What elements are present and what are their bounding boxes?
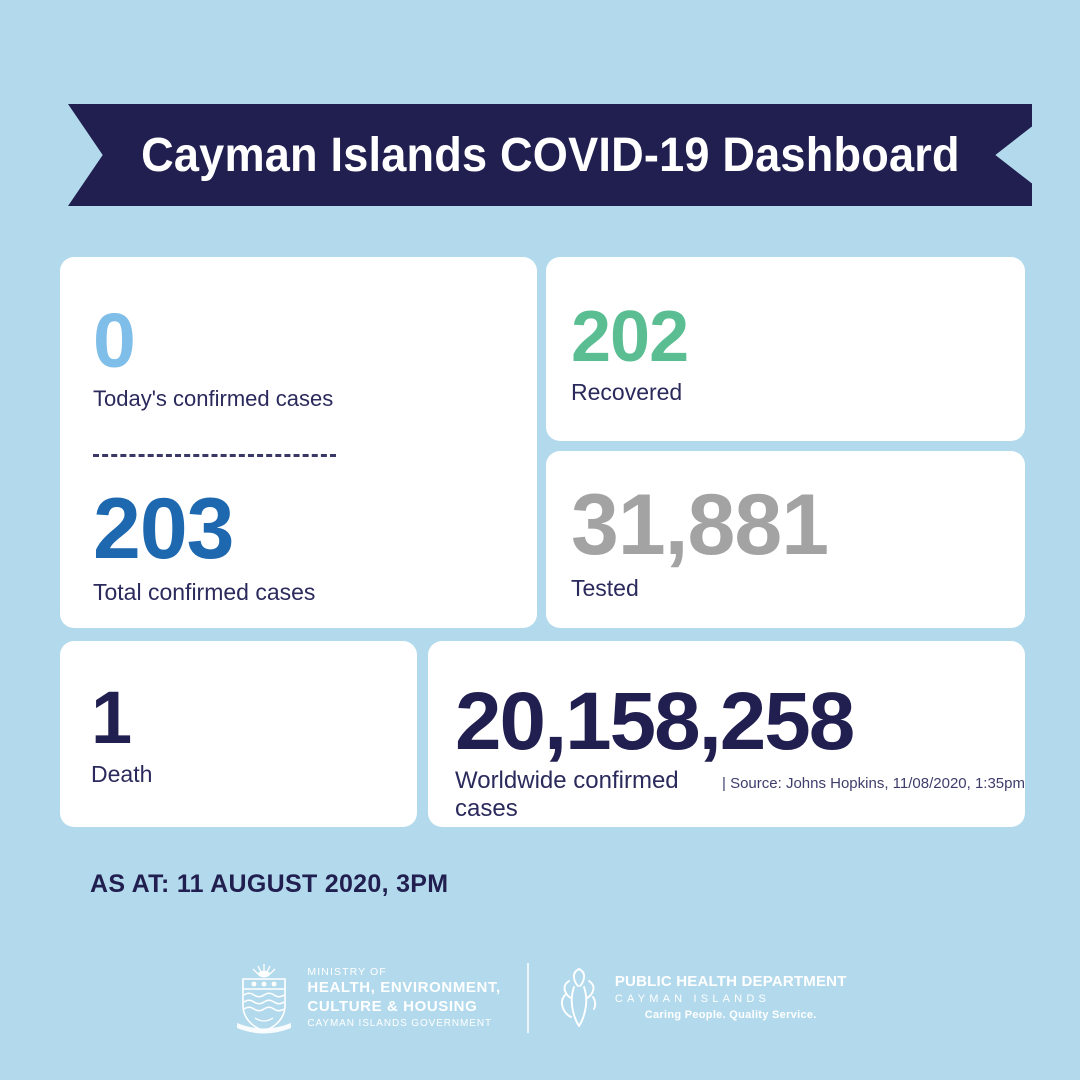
public-health-logo: PUBLIC HEALTH DEPARTMENT CAYMAN ISLANDS … bbox=[555, 965, 847, 1031]
todays-cases-label: Today's confirmed cases bbox=[93, 386, 334, 412]
deaths-card: 1 Death bbox=[60, 641, 417, 827]
worldwide-cases-card: 20,158,258 Worldwide confirmed cases | S… bbox=[428, 641, 1025, 827]
page-title: Cayman Islands COVID-19 Dashboard bbox=[140, 128, 960, 182]
total-cases-stat: 203 Total confirmed cases bbox=[93, 481, 316, 605]
deaths-label: Death bbox=[91, 761, 153, 788]
deaths-stat: 1 Death bbox=[91, 676, 153, 788]
recovered-card: 202 Recovered bbox=[546, 257, 1025, 441]
ministry-logo: MINISTRY OF HEALTH, ENVIRONMENT, CULTURE… bbox=[233, 961, 500, 1035]
tested-value: 31,881 bbox=[571, 477, 829, 573]
worldwide-cases-value: 20,158,258 bbox=[455, 676, 855, 767]
confirmed-cases-card: 0 Today's confirmed cases 203 Total conf… bbox=[60, 257, 537, 628]
total-cases-label: Total confirmed cases bbox=[93, 578, 316, 605]
tested-card: 31,881 Tested bbox=[546, 451, 1025, 628]
cayman-coat-of-arms-icon bbox=[237, 964, 292, 1034]
phd-line-3: Caring People. Quality Service. bbox=[644, 1008, 817, 1021]
worldwide-cases-label: Worldwide confirmed cases bbox=[455, 766, 679, 822]
tested-stat: 31,881 Tested bbox=[571, 477, 829, 601]
worldwide-stat: 20,158,258 Worldwide confirmed cases | S… bbox=[455, 681, 1025, 823]
header-banner-shape: Cayman Islands COVID-19 Dashboard bbox=[68, 104, 1032, 206]
header-banner: Cayman Islands COVID-19 Dashboard bbox=[68, 104, 1032, 206]
worldwide-label-row: Worldwide confirmed cases | Source: John… bbox=[455, 767, 1025, 823]
footer: MINISTRY OF HEALTH, ENVIRONMENT, CULTURE… bbox=[0, 948, 1080, 1048]
ministry-logo-text: MINISTRY OF HEALTH, ENVIRONMENT, CULTURE… bbox=[307, 965, 500, 1031]
footer-divider bbox=[526, 963, 529, 1033]
todays-cases-value: 0 bbox=[93, 298, 136, 384]
card-divider bbox=[93, 454, 336, 457]
phd-line-2: CAYMAN ISLANDS bbox=[614, 993, 771, 1006]
ministry-line-1: MINISTRY OF bbox=[307, 966, 387, 979]
ministry-line-3: CULTURE & HOUSING bbox=[307, 997, 478, 1015]
tested-label: Tested bbox=[571, 574, 639, 601]
recovered-label: Recovered bbox=[571, 379, 683, 406]
as-at-timestamp: AS AT: 11 AUGUST 2020, 3PM bbox=[90, 870, 449, 898]
total-cases-value: 203 bbox=[93, 481, 235, 577]
recovered-value: 202 bbox=[571, 297, 689, 377]
public-health-mark-icon bbox=[560, 968, 597, 1027]
recovered-stat: 202 Recovered bbox=[571, 297, 689, 406]
todays-cases-stat: 0 Today's confirmed cases bbox=[93, 298, 334, 412]
phd-line-1: PUBLIC HEALTH DEPARTMENT bbox=[614, 972, 847, 990]
deaths-value: 1 bbox=[91, 676, 132, 759]
ministry-line-4: CAYMAN ISLANDS GOVERNMENT bbox=[307, 1017, 492, 1029]
ministry-line-2: HEALTH, ENVIRONMENT, bbox=[307, 979, 501, 997]
public-health-logo-text: PUBLIC HEALTH DEPARTMENT CAYMAN ISLANDS … bbox=[615, 973, 847, 1024]
worldwide-source-note: | Source: Johns Hopkins, 11/08/2020, 1:3… bbox=[722, 774, 1025, 792]
